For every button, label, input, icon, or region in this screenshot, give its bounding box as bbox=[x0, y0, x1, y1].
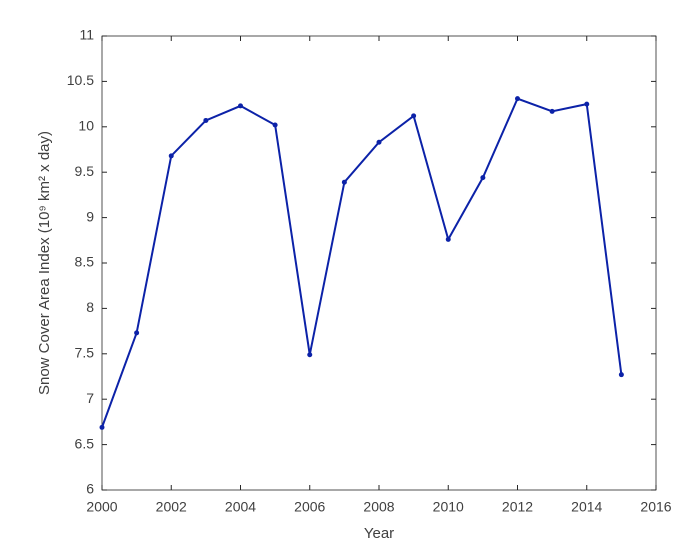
data-point bbox=[134, 330, 140, 336]
x-tick-label: 2010 bbox=[433, 499, 464, 515]
x-tick-label: 2000 bbox=[86, 499, 117, 515]
data-point bbox=[445, 236, 451, 242]
data-point bbox=[341, 179, 347, 185]
y-tick-label: 11 bbox=[79, 27, 94, 43]
data-point bbox=[376, 139, 382, 145]
data-point bbox=[584, 101, 590, 107]
data-point bbox=[168, 153, 174, 159]
x-axis-title: Year bbox=[364, 525, 394, 542]
y-tick-label: 8 bbox=[86, 299, 94, 315]
y-tick-label: 7 bbox=[86, 390, 94, 406]
x-tick-label: 2016 bbox=[640, 499, 671, 515]
x-tick-label: 2002 bbox=[156, 499, 187, 515]
y-tick-label: 10 bbox=[78, 118, 94, 134]
y-tick-label: 6 bbox=[86, 481, 94, 497]
x-tick-label: 2012 bbox=[502, 499, 533, 515]
plot-frame bbox=[101, 35, 657, 491]
data-point bbox=[307, 352, 313, 358]
data-point bbox=[272, 122, 278, 128]
data-point bbox=[549, 108, 555, 114]
data-line bbox=[101, 97, 623, 428]
y-tick-label: 6.5 bbox=[75, 435, 95, 451]
data-point bbox=[411, 113, 417, 119]
data-point bbox=[480, 175, 486, 181]
y-tick-label: 8.5 bbox=[75, 254, 95, 270]
data-point bbox=[238, 103, 243, 109]
x-tick-label: 2006 bbox=[294, 499, 325, 515]
x-tick-label: 2008 bbox=[363, 499, 394, 515]
y-tick-label: 7.5 bbox=[75, 345, 95, 361]
y-tick-label: 10.5 bbox=[67, 72, 94, 88]
x-tick-label: 2004 bbox=[225, 499, 256, 515]
x-tick-label: 2014 bbox=[571, 499, 602, 515]
y-tick-label: 9 bbox=[86, 208, 94, 224]
data-point bbox=[203, 117, 209, 123]
data-point bbox=[618, 372, 624, 378]
y-axis-title: Snow Cover Area Index (10⁹ km² x day) bbox=[36, 131, 53, 395]
y-tick-label: 9.5 bbox=[75, 163, 95, 179]
data-point bbox=[99, 424, 105, 430]
data-point bbox=[515, 96, 520, 102]
